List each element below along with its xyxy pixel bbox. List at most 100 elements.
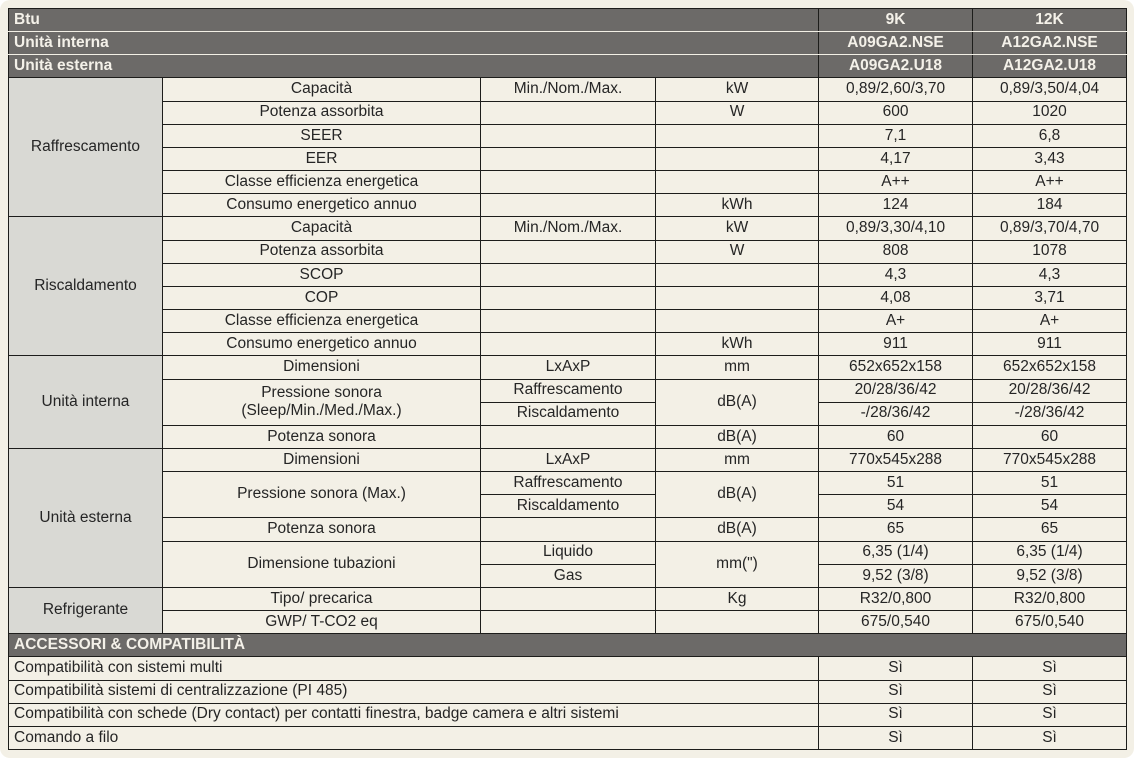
table-row: Consumo energetico annuo kWh 911 911 <box>9 332 1128 357</box>
value-cell: 60 <box>972 424 1128 449</box>
table-row: Consumo energetico annuo kWh 124 184 <box>9 193 1128 218</box>
unit-cell <box>654 146 820 172</box>
value-cell: 20/28/36/42 <box>972 378 1128 403</box>
table-row: Pressione sonora (Sleep/Min./Med./Max.) R… <box>9 378 1128 426</box>
param-label-cell: SEER <box>162 123 481 148</box>
param-label-cell: Consumo energetico annuo <box>162 332 481 357</box>
param-label-cell: Dimensione tubazioni <box>162 540 481 588</box>
value-cell: 770x545x288 <box>818 447 974 473</box>
value-cell: 6,8 <box>972 123 1128 148</box>
value-cell: 4,3 <box>818 262 974 287</box>
sub-param-cell <box>480 262 656 287</box>
value-cell: Sì <box>818 702 974 727</box>
sub-param-cell: Riscaldamento <box>480 494 656 519</box>
table-row: Classe efficienza energetica A++ A++ <box>9 170 1128 195</box>
value-cell: 911 <box>972 332 1128 357</box>
unit-cell: kWh <box>654 193 820 218</box>
param-label-cell: Consumo energetico annuo <box>162 193 481 218</box>
table-row: SCOP 4,3 4,3 <box>9 262 1128 287</box>
header-value-cell: A12GA2.NSE <box>972 31 1128 56</box>
sub-param-cell <box>480 332 656 357</box>
table-row: Unità esterna A09GA2.U18 A12GA2.U18 <box>7 54 1128 79</box>
value-cell: A++ <box>972 170 1128 195</box>
sub-param-cell <box>480 170 656 195</box>
value-cell: 7,1 <box>818 123 974 148</box>
spec-table-body: Btu 9K 12K Unità interna A09GA2.NSE A12GA2.NS… <box>7 7 1128 751</box>
value-cell: 0,89/3,30/4,10 <box>818 216 974 241</box>
value-cell: 652x652x158 <box>972 355 1128 380</box>
value-cell: 124 <box>818 193 974 218</box>
value-cell: 60 <box>818 424 974 449</box>
accessory-label-cell: Compatibilità sistemi di centralizzazion… <box>7 679 820 704</box>
sub-param-cell: LxAxP <box>480 447 656 473</box>
value-cell: 3,43 <box>972 146 1128 172</box>
table-row: Compatibilità con schede (Dry contact) p… <box>7 702 1128 727</box>
value-cell: Sì <box>818 656 974 681</box>
table-row: Unità interna Dimensioni LxAxP mm 652x652x15… <box>8 355 1128 449</box>
accessory-label-cell: Comando a filo <box>7 725 820 751</box>
table-row: Dimensione tubazioni Liquido mm(") 6,35 (1/… <box>9 540 1128 588</box>
header-value-cell: A12GA2.U18 <box>972 54 1128 79</box>
sub-param-cell <box>480 239 656 264</box>
header-value-cell: 9K <box>818 7 974 33</box>
param-label-cell: GWP/ T-CO2 eq <box>162 610 481 635</box>
table-row: Btu 9K 12K <box>7 7 1128 33</box>
unit-cell: mm(") <box>654 540 820 588</box>
value-cell: 20/28/36/42 <box>818 378 974 403</box>
value-cell: 54 <box>972 494 1128 519</box>
param-label-cell: Pressione sonora (Sleep/Min./Med./Max.) <box>162 378 481 426</box>
value-cell: -/28/36/42 <box>818 401 974 426</box>
table-row: COP 4,08 3,71 <box>9 285 1128 311</box>
table-row: Riscaldamento -/28/36/42 -/28/36/42 <box>9 401 1128 426</box>
param-label-cell: Capacità <box>162 77 481 102</box>
param-label-cell: Potenza sonora <box>162 517 481 542</box>
value-cell: A++ <box>818 170 974 195</box>
value-cell: Sì <box>972 725 1128 751</box>
param-label-cell: Classe efficienza energetica <box>162 170 481 195</box>
sub-param-cell: LxAxP <box>480 355 656 380</box>
param-label-cell: EER <box>162 146 481 172</box>
sub-param-cell <box>480 146 656 172</box>
sub-param-cell: Liquido <box>480 540 656 565</box>
unit-cell: mm <box>654 447 820 473</box>
accessory-label-cell: Compatibilità con sistemi multi <box>7 656 820 681</box>
header-value-cell: A09GA2.NSE <box>818 31 974 56</box>
value-cell: A+ <box>818 309 974 334</box>
unit-cell <box>654 123 820 148</box>
param-label-cell: Potenza sonora <box>162 424 481 449</box>
sub-param-cell: Gas <box>480 563 656 588</box>
value-cell: Sì <box>972 702 1128 727</box>
sub-param-cell: Min./Nom./Max. <box>480 216 656 241</box>
table-row: Potenza assorbita W 808 1078 <box>9 239 1128 264</box>
table-row: Comando a filo Sì Sì <box>7 725 1128 751</box>
value-cell: R32/0,800 <box>972 586 1128 612</box>
sub-param-cell: Riscaldamento <box>480 401 656 426</box>
table-row: Raffrescamento Capacità Min./Nom./Max. kW 0,… <box>8 77 1128 218</box>
sub-param-cell: Raffrescamento <box>480 471 656 496</box>
accessory-label-cell: Compatibilità con schede (Dry contact) p… <box>7 702 820 727</box>
unit-cell: dB(A) <box>654 517 820 542</box>
sub-param-cell: Min./Nom./Max. <box>480 77 656 102</box>
value-cell: 65 <box>818 517 974 542</box>
value-cell: Sì <box>818 725 974 751</box>
value-cell: 0,89/3,50/4,04 <box>972 77 1128 102</box>
table-row: Compatibilità sistemi di centralizzazion… <box>7 679 1128 704</box>
unit-cell: dB(A) <box>654 378 820 426</box>
unit-cell <box>654 610 820 635</box>
unit-cell: kWh <box>654 332 820 357</box>
unit-cell: W <box>654 239 820 264</box>
value-cell: Sì <box>972 679 1128 704</box>
sub-param-cell <box>480 285 656 311</box>
value-cell: Sì <box>818 679 974 704</box>
param-label-cell: Capacità <box>162 216 481 241</box>
value-cell: 808 <box>818 239 974 264</box>
table-row: Compatibilità con sistemi multi Sì Sì <box>7 656 1128 681</box>
sub-param-cell <box>480 193 656 218</box>
value-cell: 9,52 (3/8) <box>972 563 1128 588</box>
sub-param-cell <box>480 424 656 449</box>
sub-param-cell <box>480 123 656 148</box>
table-row: Potenza sonora dB(A) 65 65 <box>9 517 1128 542</box>
sub-param-cell <box>480 100 656 125</box>
section-label-cell: Unità esterna <box>8 447 163 588</box>
